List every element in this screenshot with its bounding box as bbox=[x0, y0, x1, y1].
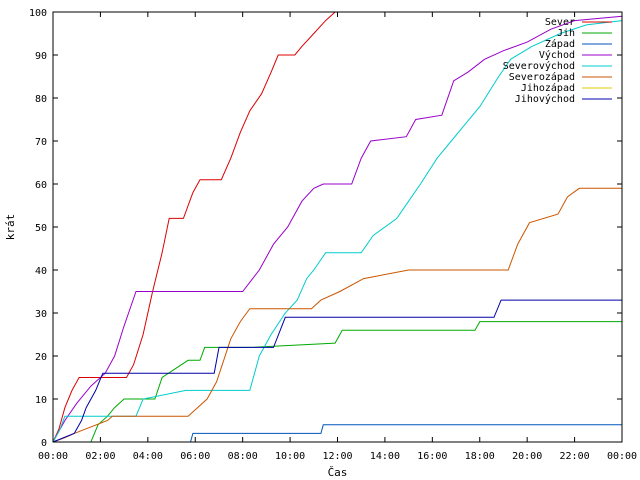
x-axis-label: Čas bbox=[328, 466, 348, 479]
y-axis-label: krát bbox=[4, 214, 17, 241]
x-tick-label: 14:00 bbox=[370, 451, 400, 462]
y-tick-label: 90 bbox=[35, 51, 47, 62]
x-tick-label: 16:00 bbox=[417, 451, 447, 462]
y-tick-label: 100 bbox=[29, 8, 47, 19]
legend-label: Jihozápad bbox=[521, 82, 575, 94]
legend: SeverJihZápadVýchodSeverovýchodSeverozáp… bbox=[503, 17, 612, 105]
legend-label: Západ bbox=[545, 38, 575, 50]
series-line-2 bbox=[53, 321, 622, 443]
x-tick-label: 12:00 bbox=[322, 451, 352, 462]
y-tick-label: 40 bbox=[35, 266, 47, 277]
legend-label: Sever bbox=[545, 17, 575, 28]
y-tick-label: 30 bbox=[35, 309, 47, 320]
x-tick-label: 00:00 bbox=[38, 451, 68, 462]
y-tick-label: 10 bbox=[35, 395, 47, 406]
x-tick-label: 08:00 bbox=[228, 451, 258, 462]
y-tick-label: 70 bbox=[35, 137, 47, 148]
x-tick-label: 22:00 bbox=[560, 451, 590, 462]
x-axis: 00:00 02:00 04:00 06:00 08:00 10:00 12:00 14:00… bbox=[38, 12, 637, 462]
legend-label: Jihovýchod bbox=[515, 93, 575, 105]
y-tick-label: 0 bbox=[41, 438, 47, 449]
x-tick-label: 06:00 bbox=[180, 451, 210, 462]
legend-label: Severovýchod bbox=[503, 60, 575, 72]
x-tick-label: 18:00 bbox=[465, 451, 495, 462]
series-line-6 bbox=[52, 187, 622, 443]
y-tick-label: 80 bbox=[35, 94, 47, 105]
y-tick-label: 20 bbox=[35, 352, 47, 363]
series-line-8 bbox=[52, 299, 622, 443]
series-line-5 bbox=[52, 20, 623, 443]
x-tick-label: 02:00 bbox=[85, 451, 115, 462]
y-tick-label: 50 bbox=[35, 223, 47, 234]
x-tick-label: 10:00 bbox=[275, 451, 305, 462]
x-tick-label: 00:00 bbox=[607, 451, 637, 462]
legend-label: Východ bbox=[539, 49, 575, 61]
series-line-1 bbox=[52, 11, 336, 443]
legend-label: Severozápad bbox=[509, 71, 575, 83]
y-axis: 0 10 20 30 40 50 60 70 80 90 100 bbox=[29, 8, 622, 449]
legend-label: Jih bbox=[557, 28, 575, 39]
x-tick-label: 20:00 bbox=[512, 451, 542, 462]
x-tick-label: 04:00 bbox=[133, 451, 163, 462]
y-tick-label: 60 bbox=[35, 180, 47, 191]
series-line-4 bbox=[52, 15, 623, 443]
